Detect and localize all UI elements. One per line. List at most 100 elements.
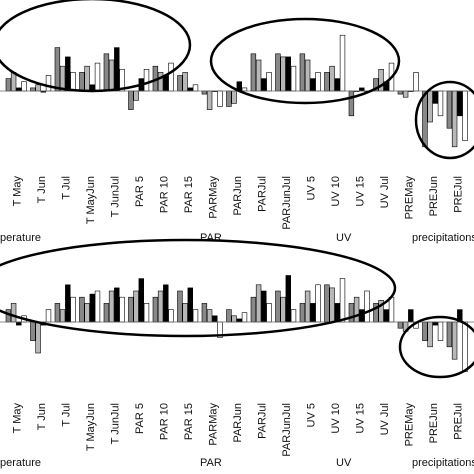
bar-2-3-1 [54,303,61,323]
bar-2-8-2 [182,303,188,323]
bar-2-2-1 [30,321,36,341]
tick-label: UV Jul [379,403,391,435]
tick-label: PREJul [452,403,464,440]
bar-2-8-3 [187,287,193,323]
group-label: perature [0,457,41,469]
bar-1-19-2 [451,90,458,148]
bar-1-14-2 [329,65,335,92]
group-label: precipitations [412,232,474,244]
bar-1-13-4 [315,72,321,92]
tick-label: UV 15 [354,176,366,207]
bar-1-7-3 [163,75,169,92]
bar-1-2-1 [30,87,36,92]
highlight-ellipse [209,17,401,105]
tick-label: PARJunJul [281,403,293,457]
bar-1-6-4 [143,69,150,92]
tick-label: T MayJun [85,403,97,451]
tick-label: UV Jul [379,176,391,208]
bar-1-18-2 [427,90,433,123]
bar-1-14-3 [334,78,340,92]
bar-2-14-4 [339,278,346,323]
highlight-ellipse [398,315,474,379]
bar-2-4-4 [94,290,101,323]
bar-2-11-4 [266,303,272,323]
tick-label: T Jun [36,403,48,430]
bar-1-10-1 [226,90,232,107]
bar-1-19-4 [462,90,468,141]
chart-panel-1: T May T Jun T Jul T MayJun T JunJul PAR 5 PAR … [0,0,474,244]
bar-2-13-1 [299,303,306,323]
bar-2-8-1 [177,290,183,323]
bar-1-3-1 [54,47,61,92]
bar-1-12-3 [285,56,291,92]
bar-2-4-3 [89,293,96,323]
bar-2-3-2 [59,309,66,323]
bar-2-12-3 [285,275,291,323]
bar-2-5-3 [114,287,120,323]
bar-1-19-1 [446,90,453,129]
bar-1-2-4 [45,75,52,92]
bar-2-2-2 [35,321,41,354]
tick-label: PREJun [428,176,440,216]
bar-2-5-4 [119,296,125,323]
bar-2-10-1 [226,309,232,323]
bar-2-15-4 [364,290,370,323]
tick-label: UV 10 [330,176,342,207]
chart-panel-2: T May T Jun T Jul T MayJun T JunJul PAR 5 PAR … [0,238,474,469]
bar-2-11-3 [261,290,267,323]
bar-1-4-4 [94,62,101,92]
bar-1-6-2 [133,90,139,101]
tick-label: PAR 10 [158,176,170,213]
bar-2-15-1 [348,303,355,323]
bar-2-12-4 [290,309,297,323]
bar-1-1-4 [21,81,27,92]
tick-label: PARJul [256,403,268,439]
bar-1-15-3 [359,87,365,92]
tick-label: PARJun [232,176,244,216]
tick-label: T MayJun [85,176,97,224]
bar-2-16-4 [388,296,395,323]
bar-2-19-2 [451,321,458,360]
bar-2-3-4 [70,296,76,323]
bar-1-9-2 [206,90,213,110]
bar-2-19-1 [446,321,453,348]
bar-2-10-4 [241,312,248,323]
bar-2-6-4 [143,303,150,323]
tick-label: T May [11,403,23,434]
tick-label: PARJun [232,403,244,443]
bar-2-1-3 [16,321,22,326]
bar-2-7-2 [157,290,164,323]
bar-1-3-4 [70,72,76,92]
bar-2-14-2 [329,287,335,323]
bar-2-11-1 [250,296,257,323]
group-label: UV [336,457,352,469]
bar-1-3-3 [65,56,71,92]
tick-label: PAR 15 [183,403,195,440]
group-label: precipitations [412,457,474,469]
bar-1-1-2 [10,72,17,92]
highlight-ellipse [0,238,397,338]
bar-2-10-2 [231,315,237,323]
tick-label: UV 5 [305,176,317,200]
group-label: UV [336,232,352,244]
bar-2-4-2 [84,303,90,323]
tick-label: T Jun [36,176,48,203]
bar-2-12-2 [280,296,286,323]
bar-2-8-4 [192,309,199,323]
bar-2-17-1 [397,321,404,329]
bar-2-7-1 [152,296,159,323]
tick-label: UV 15 [354,403,366,434]
bar-2-1-2 [10,303,17,323]
highlight-ellipse [0,0,192,93]
bar-1-17-2 [402,90,409,98]
bar-2-6-1 [128,296,134,323]
group-label: PAR [200,457,222,469]
bar-2-18-3 [432,321,438,326]
bar-2-6-3 [138,278,144,323]
tick-label: PARMay [207,403,219,446]
group-label: perature [0,232,41,244]
bar-2-14-3 [334,303,340,323]
bar-2-11-2 [255,284,262,323]
bar-1-4-1 [79,72,85,92]
